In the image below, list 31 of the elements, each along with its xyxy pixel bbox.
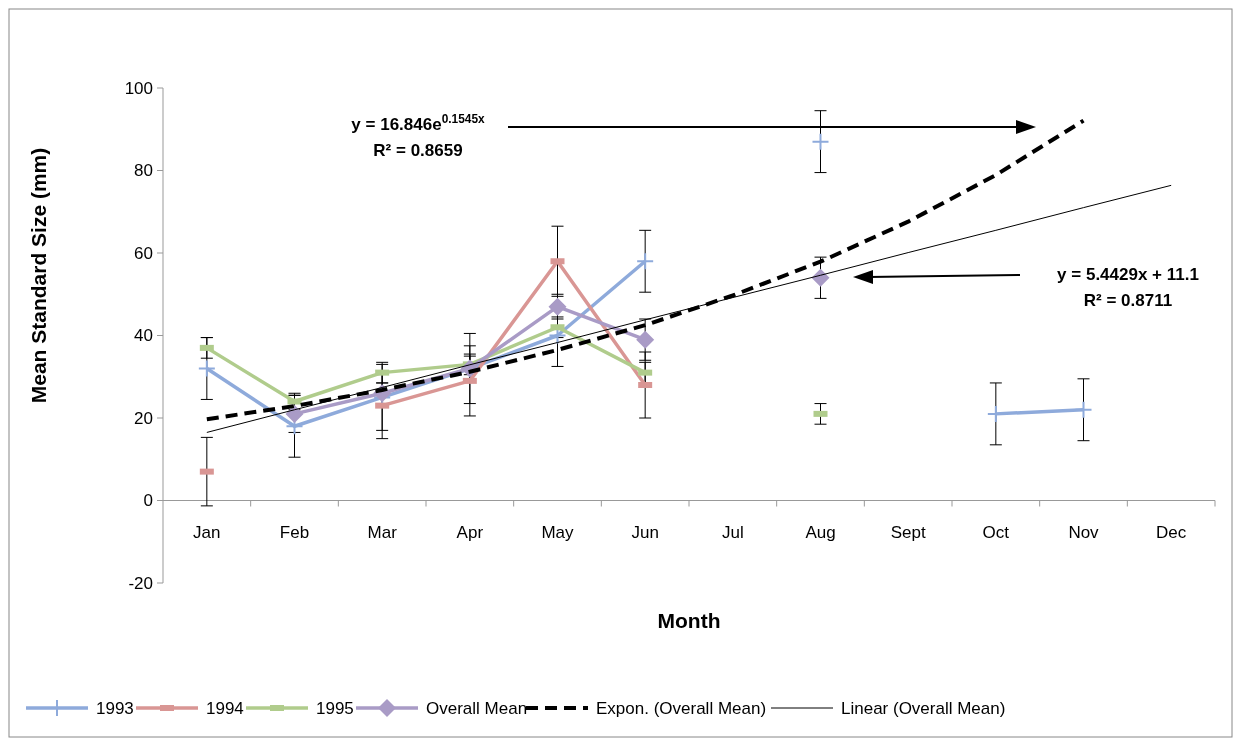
legend-label: Linear (Overall Mean) [841,698,1006,718]
y-tick-label: 100 [124,78,153,98]
x-axis-title: Month [657,609,721,632]
x-tick-label: Nov [1068,522,1100,542]
x-tick-label: Jan [193,522,221,542]
y-tick-label: 20 [134,408,153,428]
annotation: R² = 0.8711 [1083,291,1173,310]
legend-label: Overall Mean [426,698,528,718]
legend-label: 1994 [206,698,244,718]
x-tick-label: Feb [279,522,310,542]
annotation: y = 5.4429x + 11.1 [1057,265,1199,284]
annotation: R² = 0.8659 [373,141,463,160]
y-tick-label: 40 [134,326,153,346]
x-tick-label: Aug [805,522,836,542]
x-tick-label: May [541,522,575,542]
y-tick-label: 0 [143,491,153,511]
legend-label: 1995 [316,698,354,718]
legend-label: 1993 [96,698,134,718]
y-tick-label: 80 [134,161,153,181]
legend-label: Expon. (Overall Mean) [596,698,767,718]
x-tick-label: Jun [631,522,659,542]
x-tick-label: Apr [456,522,484,542]
y-tick-label: -20 [128,573,153,593]
y-axis-title: Mean Standard Size (mm) [27,147,50,404]
x-tick-label: Mar [367,522,398,542]
x-tick-label: Dec [1156,522,1187,542]
y-tick-label: 60 [134,243,153,263]
x-tick-label: Oct [982,522,1010,542]
x-tick-label: Sept [890,522,926,542]
annotation: y = 16.846e$^{0.1545x}$ [351,112,486,134]
x-tick-label: Jul [721,522,744,542]
